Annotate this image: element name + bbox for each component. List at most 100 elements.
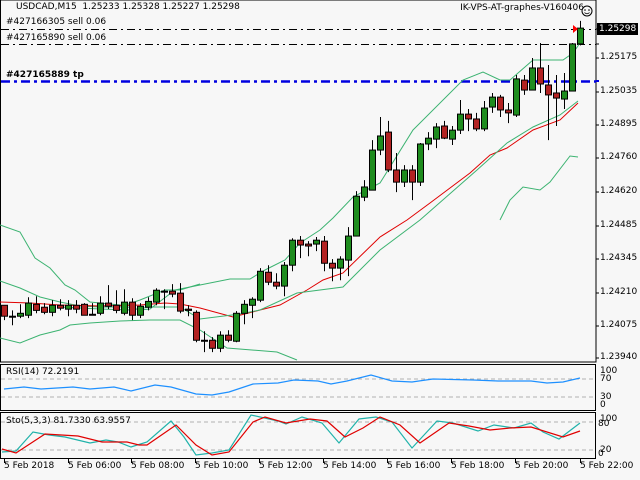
time-label: 5 Feb 16:00 (387, 461, 441, 471)
candle (433, 126, 440, 140)
candle (257, 270, 264, 301)
candle (9, 315, 16, 318)
candle (313, 239, 320, 245)
candle (537, 67, 544, 85)
candle (265, 271, 272, 283)
candle (105, 302, 112, 307)
candle (17, 312, 24, 317)
candle (289, 239, 296, 266)
candle (249, 298, 256, 306)
candle (569, 43, 576, 92)
smiley-icon (581, 5, 593, 17)
order-lines (1, 29, 596, 83)
sell-arrow-icon (573, 25, 578, 33)
candle (337, 258, 344, 269)
candle (457, 113, 464, 131)
rsi-label: RSI(14) 72.2191 (6, 367, 80, 377)
price-label: 1.25035 (600, 86, 638, 96)
candle (465, 113, 472, 120)
candle (129, 301, 136, 316)
candle (121, 301, 128, 314)
candle (297, 239, 304, 246)
candle (489, 96, 496, 108)
candle (401, 169, 408, 183)
candle (425, 137, 432, 145)
symbol-ohlc-header: USDCAD,M15 1.25233 1.25328 1.25227 1.252… (16, 2, 240, 12)
price-label: 1.24485 (600, 220, 638, 230)
candle (369, 149, 376, 191)
order-label-sell-1[interactable]: #427166305 sell 0.06 (6, 17, 107, 27)
time-label: 5 Feb 2018 (4, 461, 55, 471)
candle (201, 339, 208, 342)
candle (161, 290, 168, 293)
candle (321, 240, 328, 264)
candle (217, 334, 224, 349)
candle (97, 302, 104, 314)
candle (393, 169, 400, 183)
price-label: 1.24075 (600, 320, 638, 330)
candle (41, 306, 48, 313)
price-label: 1.24895 (600, 119, 638, 129)
rsi-level-30-label: 30 (600, 392, 612, 402)
rsi-level-70-label: 70 (600, 374, 612, 384)
rsi-pane-frame (0, 364, 596, 411)
sto-label: Sto(5,3,3) 81.7330 63.9557 (6, 416, 131, 426)
candle (209, 339, 216, 349)
candle (473, 118, 480, 130)
candle (233, 312, 240, 342)
candlesticks (1, 20, 584, 353)
candle (193, 311, 200, 341)
time-label: 5 Feb 08:00 (131, 461, 185, 471)
candle (377, 135, 384, 151)
candle (145, 300, 152, 308)
candle (553, 92, 560, 99)
time-label: 5 Feb 10:00 (195, 461, 249, 471)
candle (505, 109, 512, 114)
candle (449, 129, 456, 140)
rsi-level-100-label: 100 (600, 366, 618, 376)
candle (529, 67, 536, 91)
bb-outer-lower-line (0, 319, 298, 361)
candle (225, 334, 232, 341)
candle (497, 96, 504, 111)
time-label: 5 Feb 06:00 (68, 461, 122, 471)
expert-advisor-name: IK-VPS-AT-graphes-V160406 (460, 3, 584, 13)
time-axis-ticks (4, 459, 581, 463)
candle (49, 304, 56, 313)
candle (345, 235, 352, 261)
candle (1, 304, 8, 317)
price-label: 1.23940 (600, 352, 638, 362)
candle (561, 90, 568, 100)
price-label: 1.24620 (600, 186, 638, 196)
candle (353, 195, 360, 237)
candle (185, 308, 192, 311)
candle (153, 289, 160, 303)
candle (361, 186, 368, 198)
bb-outer-lower-2-line (499, 155, 579, 221)
candle (33, 303, 40, 311)
current-price-label: 1.25298 (597, 23, 639, 35)
candle (281, 264, 288, 287)
price-axis-ticks (596, 28, 599, 359)
candle (305, 243, 312, 247)
bb-outer-upper-line (0, 42, 581, 311)
candle (441, 125, 448, 139)
candle (385, 131, 392, 171)
candle (89, 313, 96, 316)
candle (521, 79, 528, 91)
main-chart-frame (0, 0, 597, 363)
price-label: 1.24760 (600, 152, 638, 162)
candle (65, 304, 72, 310)
order-label-sell-2[interactable]: #427165890 sell 0.06 (6, 33, 107, 43)
candle (481, 107, 488, 130)
sto-level-80-label: 80 (598, 419, 610, 429)
candle (329, 262, 336, 269)
sto-level-20-label: 20 (600, 445, 612, 455)
candle (81, 303, 88, 316)
order-label-tp[interactable]: #427165889 tp (6, 70, 84, 80)
candle (273, 281, 280, 287)
candle (177, 292, 184, 312)
price-label: 1.24210 (600, 287, 638, 297)
candle (73, 304, 80, 310)
